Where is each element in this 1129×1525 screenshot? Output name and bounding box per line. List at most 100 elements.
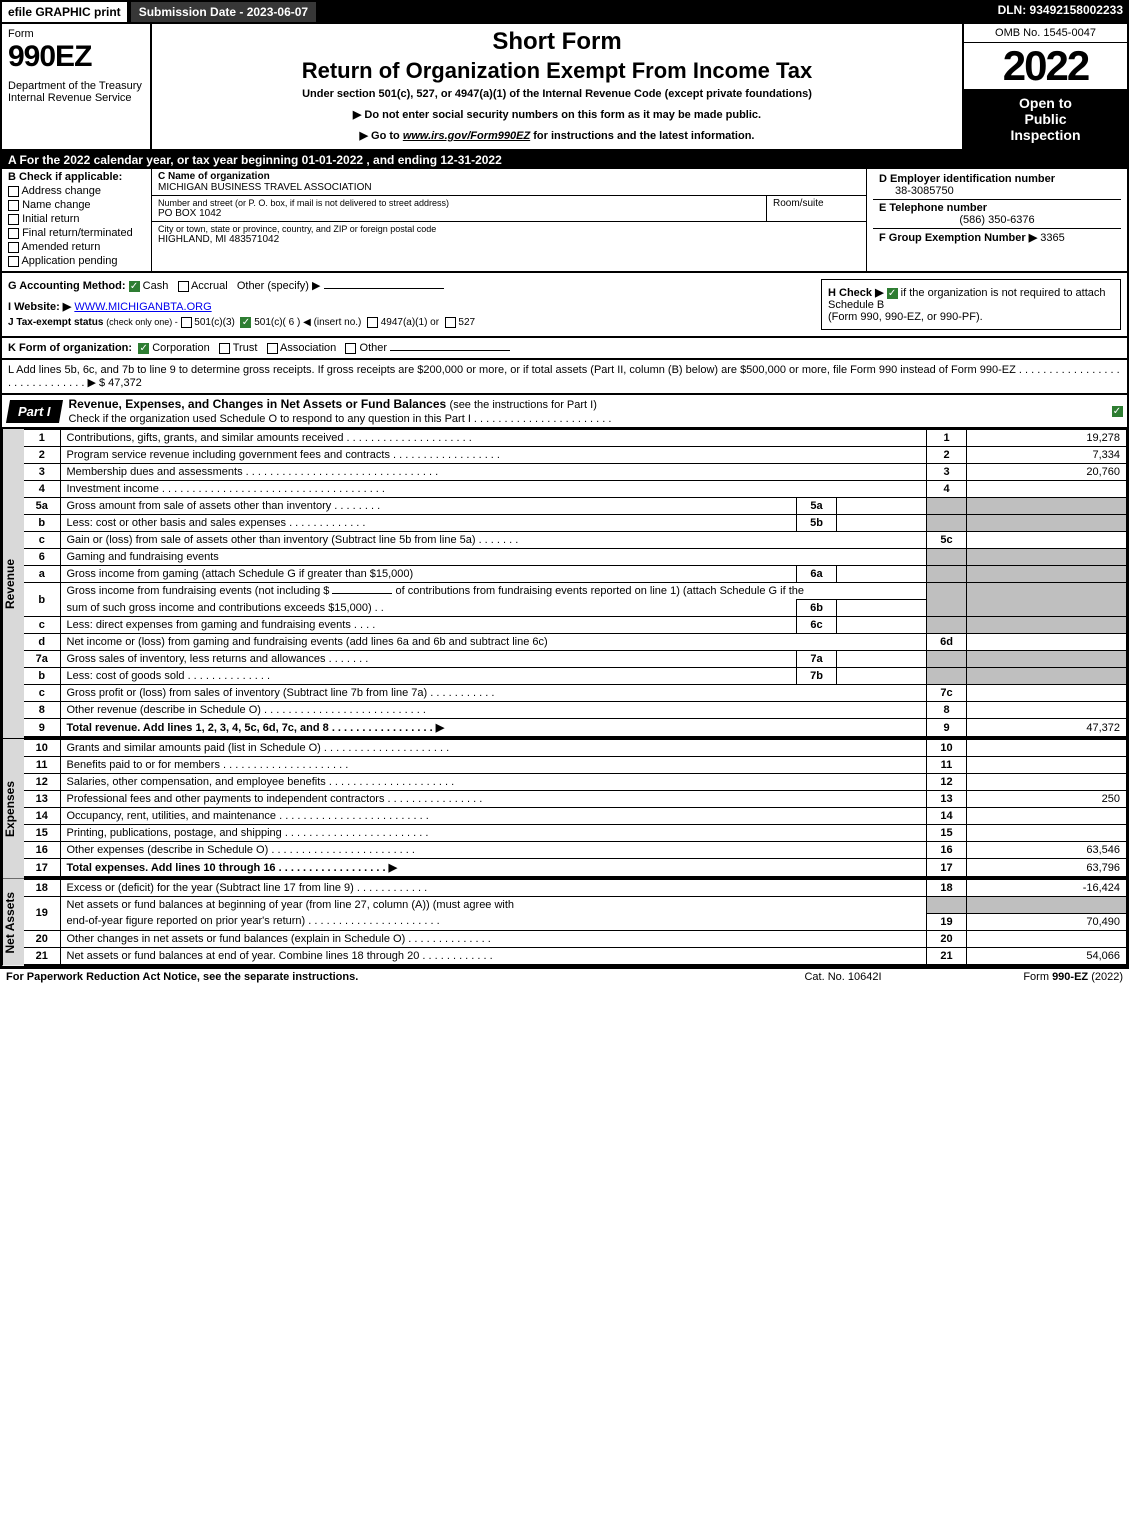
line-11: 11Benefits paid to or for members . . . … (24, 757, 1127, 774)
chk-initial-return-lbl: Initial return (22, 213, 79, 225)
chk-cash[interactable]: ✓ (129, 281, 140, 292)
g-other: Other (specify) ▶ (237, 280, 321, 292)
line-19-desc2: end-of-year figure reported on prior yea… (60, 913, 927, 930)
line-8: 8Other revenue (describe in Schedule O) … (24, 702, 1127, 719)
chk-amended-return[interactable]: Amended return (8, 241, 145, 253)
line-6b-blank[interactable] (332, 593, 392, 594)
dept-label: Department of the Treasury Internal Reve… (8, 80, 144, 104)
j-o3: 4947(a)(1) or (381, 317, 439, 328)
line-17-ref: 17 (927, 859, 967, 878)
line-7a-num: 7a (24, 651, 60, 668)
chk-501c[interactable]: ✓ (240, 317, 251, 328)
chk-final-return[interactable]: Final return/terminated (8, 227, 145, 239)
line-5a-sub: 5a (797, 498, 837, 515)
line-9-ref: 9 (927, 719, 967, 738)
addr-value: PO BOX 1042 (158, 208, 760, 219)
subtitle: Under section 501(c), 527, or 4947(a)(1)… (302, 88, 812, 100)
line-6-num: 6 (24, 549, 60, 566)
line-6c-subval (837, 617, 927, 634)
instr-2-pre: ▶ Go to (360, 130, 403, 142)
line-6d-val (967, 634, 1127, 651)
h-text2: (Form 990, 990-EZ, or 990-PF). (828, 311, 983, 323)
line-7b-subval (837, 668, 927, 685)
grp-value: 3365 (1040, 232, 1064, 244)
chk-address-change[interactable]: Address change (8, 185, 145, 197)
line-6c-sub: 6c (797, 617, 837, 634)
line-2-desc: Program service revenue including govern… (60, 447, 927, 464)
line-6a-val (967, 566, 1127, 583)
chk-name-change[interactable]: Name change (8, 199, 145, 211)
footer-right-pre: Form (1023, 971, 1052, 983)
chk-app-pending[interactable]: Application pending (8, 255, 145, 267)
g-other-field[interactable] (324, 288, 444, 289)
line-1: 1Contributions, gifts, grants, and simil… (24, 430, 1127, 447)
line-7a-ref (927, 651, 967, 668)
line-8-ref: 8 (927, 702, 967, 719)
line-3-desc: Membership dues and assessments . . . . … (60, 464, 927, 481)
line-7b-ref (927, 668, 967, 685)
line-13-val: 250 (967, 791, 1127, 808)
line-10: 10Grants and similar amounts paid (list … (24, 740, 1127, 757)
chk-corp[interactable]: ✓ (138, 343, 149, 354)
footer-right: Form 990-EZ (2022) (943, 971, 1123, 983)
line-7c-num: c (24, 685, 60, 702)
line-6b-d2: of contributions from fundraising events… (396, 585, 804, 597)
line-9-num: 9 (24, 719, 60, 738)
line-7a-subval (837, 651, 927, 668)
chk-527[interactable] (445, 317, 456, 328)
line-21-val: 54,066 (967, 947, 1127, 965)
line-3-ref: 3 (927, 464, 967, 481)
city-box: City or town, state or province, country… (152, 222, 866, 247)
line-3: 3Membership dues and assessments . . . .… (24, 464, 1127, 481)
line-15-val (967, 825, 1127, 842)
part-i-checkbox[interactable]: ✓ (1107, 404, 1127, 418)
k-other: Other (360, 342, 388, 354)
org-name-box: C Name of organization MICHIGAN BUSINESS… (152, 169, 866, 196)
line-10-val (967, 740, 1127, 757)
line-2-val: 7,334 (967, 447, 1127, 464)
j-o1: 501(c)(3) (194, 317, 235, 328)
line-4-num: 4 (24, 481, 60, 498)
line-21: 21Net assets or fund balances at end of … (24, 947, 1127, 965)
line-10-ref: 10 (927, 740, 967, 757)
part-i-label: Part I (6, 400, 63, 423)
line-19-num: 19 (24, 897, 60, 931)
line-7b-sub: 7b (797, 668, 837, 685)
top-bar: efile GRAPHIC print Submission Date - 20… (0, 0, 1129, 24)
chk-501c3[interactable] (181, 317, 192, 328)
website-link[interactable]: WWW.MICHIGANBTA.ORG (74, 301, 211, 313)
i-label: I Website: ▶ (8, 301, 71, 313)
k-assoc: Association (280, 342, 336, 354)
chk-amended-return-lbl: Amended return (21, 241, 100, 253)
line-16-val: 63,546 (967, 842, 1127, 859)
chk-4947[interactable] (367, 317, 378, 328)
line-10-desc: Grants and similar amounts paid (list in… (60, 740, 927, 757)
j-note: (check only one) - (106, 317, 178, 327)
line-13: 13Professional fees and other payments t… (24, 791, 1127, 808)
line-9-desc: Total revenue. Add lines 1, 2, 3, 4, 5c,… (60, 719, 927, 738)
irs-link[interactable]: www.irs.gov/Form990EZ (403, 130, 530, 142)
chk-trust[interactable] (219, 343, 230, 354)
h-label: H Check ▶ (828, 287, 884, 299)
k-other-field[interactable] (390, 350, 510, 351)
chk-other[interactable] (345, 343, 356, 354)
chk-h[interactable]: ✓ (887, 288, 898, 299)
c-label: C Name of organization (158, 171, 860, 182)
line-2: 2Program service revenue including gover… (24, 447, 1127, 464)
line-6b: b Gross income from fundraising events (… (24, 583, 1127, 600)
line-11-val (967, 757, 1127, 774)
line-13-desc: Professional fees and other payments to … (60, 791, 927, 808)
line-19a: 19Net assets or fund balances at beginni… (24, 897, 1127, 914)
chk-initial-return[interactable]: Initial return (8, 213, 145, 225)
row-l: L Add lines 5b, 6c, and 7b to line 9 to … (0, 360, 1129, 395)
line-14-desc: Occupancy, rent, utilities, and maintena… (60, 808, 927, 825)
chk-assoc[interactable] (267, 343, 278, 354)
chk-accrual[interactable] (178, 281, 189, 292)
line-4-desc: Investment income . . . . . . . . . . . … (60, 481, 927, 498)
line-6d-ref: 6d (927, 634, 967, 651)
line-16: 16Other expenses (describe in Schedule O… (24, 842, 1127, 859)
line-14-ref: 14 (927, 808, 967, 825)
header-center: Short Form Return of Organization Exempt… (152, 24, 962, 149)
line-13-num: 13 (24, 791, 60, 808)
line-6a-subval (837, 566, 927, 583)
